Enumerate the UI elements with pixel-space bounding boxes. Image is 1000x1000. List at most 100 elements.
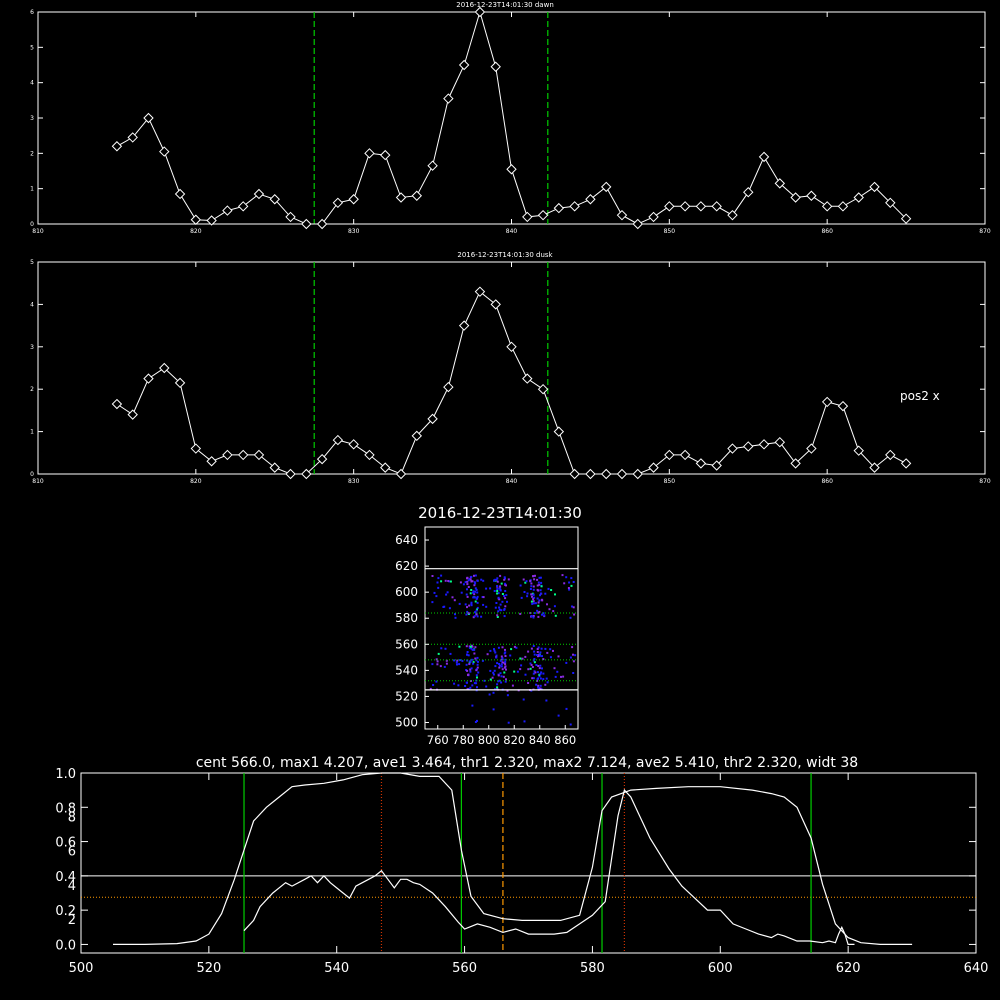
data-point-diamond bbox=[395, 192, 407, 203]
heatmap-pixel bbox=[534, 671, 537, 674]
heatmap-pixel bbox=[504, 582, 507, 585]
x-tick-label: 820 bbox=[190, 478, 202, 485]
x-tick-label: 600 bbox=[708, 961, 733, 976]
heatmap-pixel bbox=[475, 588, 478, 591]
heatmap-pixel bbox=[532, 600, 535, 603]
heatmap-pixel bbox=[515, 646, 518, 649]
heatmap-pixel bbox=[495, 579, 498, 581]
heatmap-pixel bbox=[435, 658, 438, 661]
data-point-diamond bbox=[537, 383, 549, 395]
heatmap-pixel bbox=[431, 663, 434, 666]
heatmap-pixel bbox=[496, 590, 499, 592]
heatmap-pixel bbox=[469, 660, 472, 663]
heatmap-pixel bbox=[495, 656, 498, 659]
x-tick-label: 860 bbox=[821, 478, 833, 485]
data-point-diamond bbox=[585, 194, 596, 205]
heatmap-pixel bbox=[535, 664, 538, 666]
heatmap-pixel bbox=[568, 588, 571, 591]
heatmap-pixel bbox=[431, 575, 434, 577]
heatmap-pixel bbox=[553, 605, 556, 608]
data-point-diamond bbox=[616, 209, 628, 221]
data-point-diamond bbox=[253, 449, 265, 461]
heatmap-pixel bbox=[469, 592, 472, 595]
heatmap-pixel bbox=[466, 610, 469, 613]
heatmap-pixel bbox=[526, 595, 529, 598]
heatmap-pixel bbox=[572, 606, 575, 609]
heatmap-pixel bbox=[532, 602, 535, 605]
heatmap-pixel bbox=[533, 612, 536, 615]
data-point-diamond bbox=[900, 458, 912, 469]
heatmap-pixel bbox=[504, 680, 507, 683]
heatmap-pixel bbox=[546, 681, 549, 684]
heatmap-pixel bbox=[472, 596, 475, 599]
heatmap-pixel bbox=[498, 664, 501, 667]
heatmap-pixel bbox=[530, 600, 533, 603]
x-tick-label: 760 bbox=[427, 733, 449, 747]
heatmap-pixel bbox=[530, 585, 533, 588]
heatmap-pixel bbox=[536, 677, 539, 680]
data-point-diamond bbox=[380, 462, 391, 473]
x-tick-label: 830 bbox=[348, 478, 360, 485]
heatmap-pixel bbox=[468, 645, 471, 648]
heatmap-pixel bbox=[471, 684, 474, 687]
data-point-diamond bbox=[806, 190, 817, 201]
heatmap-pixel bbox=[574, 654, 577, 657]
y-tick-label: 6 bbox=[30, 9, 34, 16]
heatmap-pixel bbox=[469, 670, 472, 673]
heatmap-pixel bbox=[468, 578, 471, 581]
heatmap-pixel bbox=[542, 612, 545, 615]
heatmap-pixel bbox=[541, 613, 543, 616]
heatmap-pixel bbox=[499, 585, 502, 588]
heatmap-pixel bbox=[521, 657, 524, 660]
heatmap-pixel bbox=[503, 615, 506, 618]
x-tick-label: 540 bbox=[324, 961, 349, 976]
heatmap-pixel bbox=[504, 605, 507, 608]
data-point-diamond bbox=[679, 449, 691, 461]
heatmap-pixel bbox=[505, 678, 507, 681]
heatmap-pixel bbox=[523, 591, 526, 593]
y-tick-label: 600 bbox=[395, 585, 418, 599]
data-point-diamond bbox=[837, 400, 849, 412]
data-point-diamond bbox=[237, 201, 249, 212]
heatmap-pixel bbox=[496, 614, 499, 617]
heatmap-pixel bbox=[474, 600, 477, 603]
heatmap-pixel bbox=[472, 590, 475, 593]
heatmap-pixel bbox=[461, 659, 464, 662]
heatmap-pixel bbox=[533, 650, 536, 653]
heatmap-pixel bbox=[501, 661, 504, 664]
data-point-diamond bbox=[900, 213, 912, 224]
heatmap-pixel bbox=[537, 611, 540, 614]
heatmap-pixel bbox=[532, 588, 535, 591]
heatmap-pixel bbox=[506, 689, 509, 692]
heatmap-pixel bbox=[497, 646, 500, 649]
heatmap-pixel bbox=[466, 583, 469, 586]
y-tick-label: 520 bbox=[395, 689, 418, 703]
heatmap-pixel bbox=[440, 580, 443, 583]
data-point-diamond bbox=[695, 201, 707, 212]
heatmap-pixel bbox=[530, 689, 533, 692]
heatmap-pixel bbox=[511, 684, 514, 687]
heatmap-pixel bbox=[470, 575, 473, 578]
heatmap-pixel bbox=[553, 667, 556, 670]
heatmap-pixel bbox=[542, 658, 545, 661]
heatmap-pixel bbox=[464, 685, 467, 687]
heatmap-pixel bbox=[552, 610, 555, 613]
heatmap-pixel bbox=[536, 578, 539, 581]
data-point-diamond bbox=[411, 430, 423, 442]
heatmap-pixel bbox=[544, 647, 547, 650]
data-point-diamond bbox=[790, 192, 801, 203]
data-point-diamond bbox=[190, 443, 202, 454]
heatmap-pixel bbox=[474, 657, 477, 660]
data-point-diamond bbox=[727, 209, 738, 221]
heatmap-pixel bbox=[474, 611, 477, 614]
heatmap-pixel bbox=[489, 649, 492, 652]
y-tick-label: 0.6 bbox=[55, 836, 76, 851]
data-point-diamond bbox=[111, 141, 123, 152]
heatmap-pixel bbox=[501, 657, 504, 660]
data-point-diamond bbox=[348, 194, 359, 205]
heatmap-pixel bbox=[504, 648, 506, 651]
heatmap-pixel bbox=[494, 651, 497, 654]
heatmap-pixel bbox=[476, 656, 479, 659]
x-tick-label: 850 bbox=[664, 478, 676, 485]
heatmap-pixel bbox=[503, 652, 506, 655]
